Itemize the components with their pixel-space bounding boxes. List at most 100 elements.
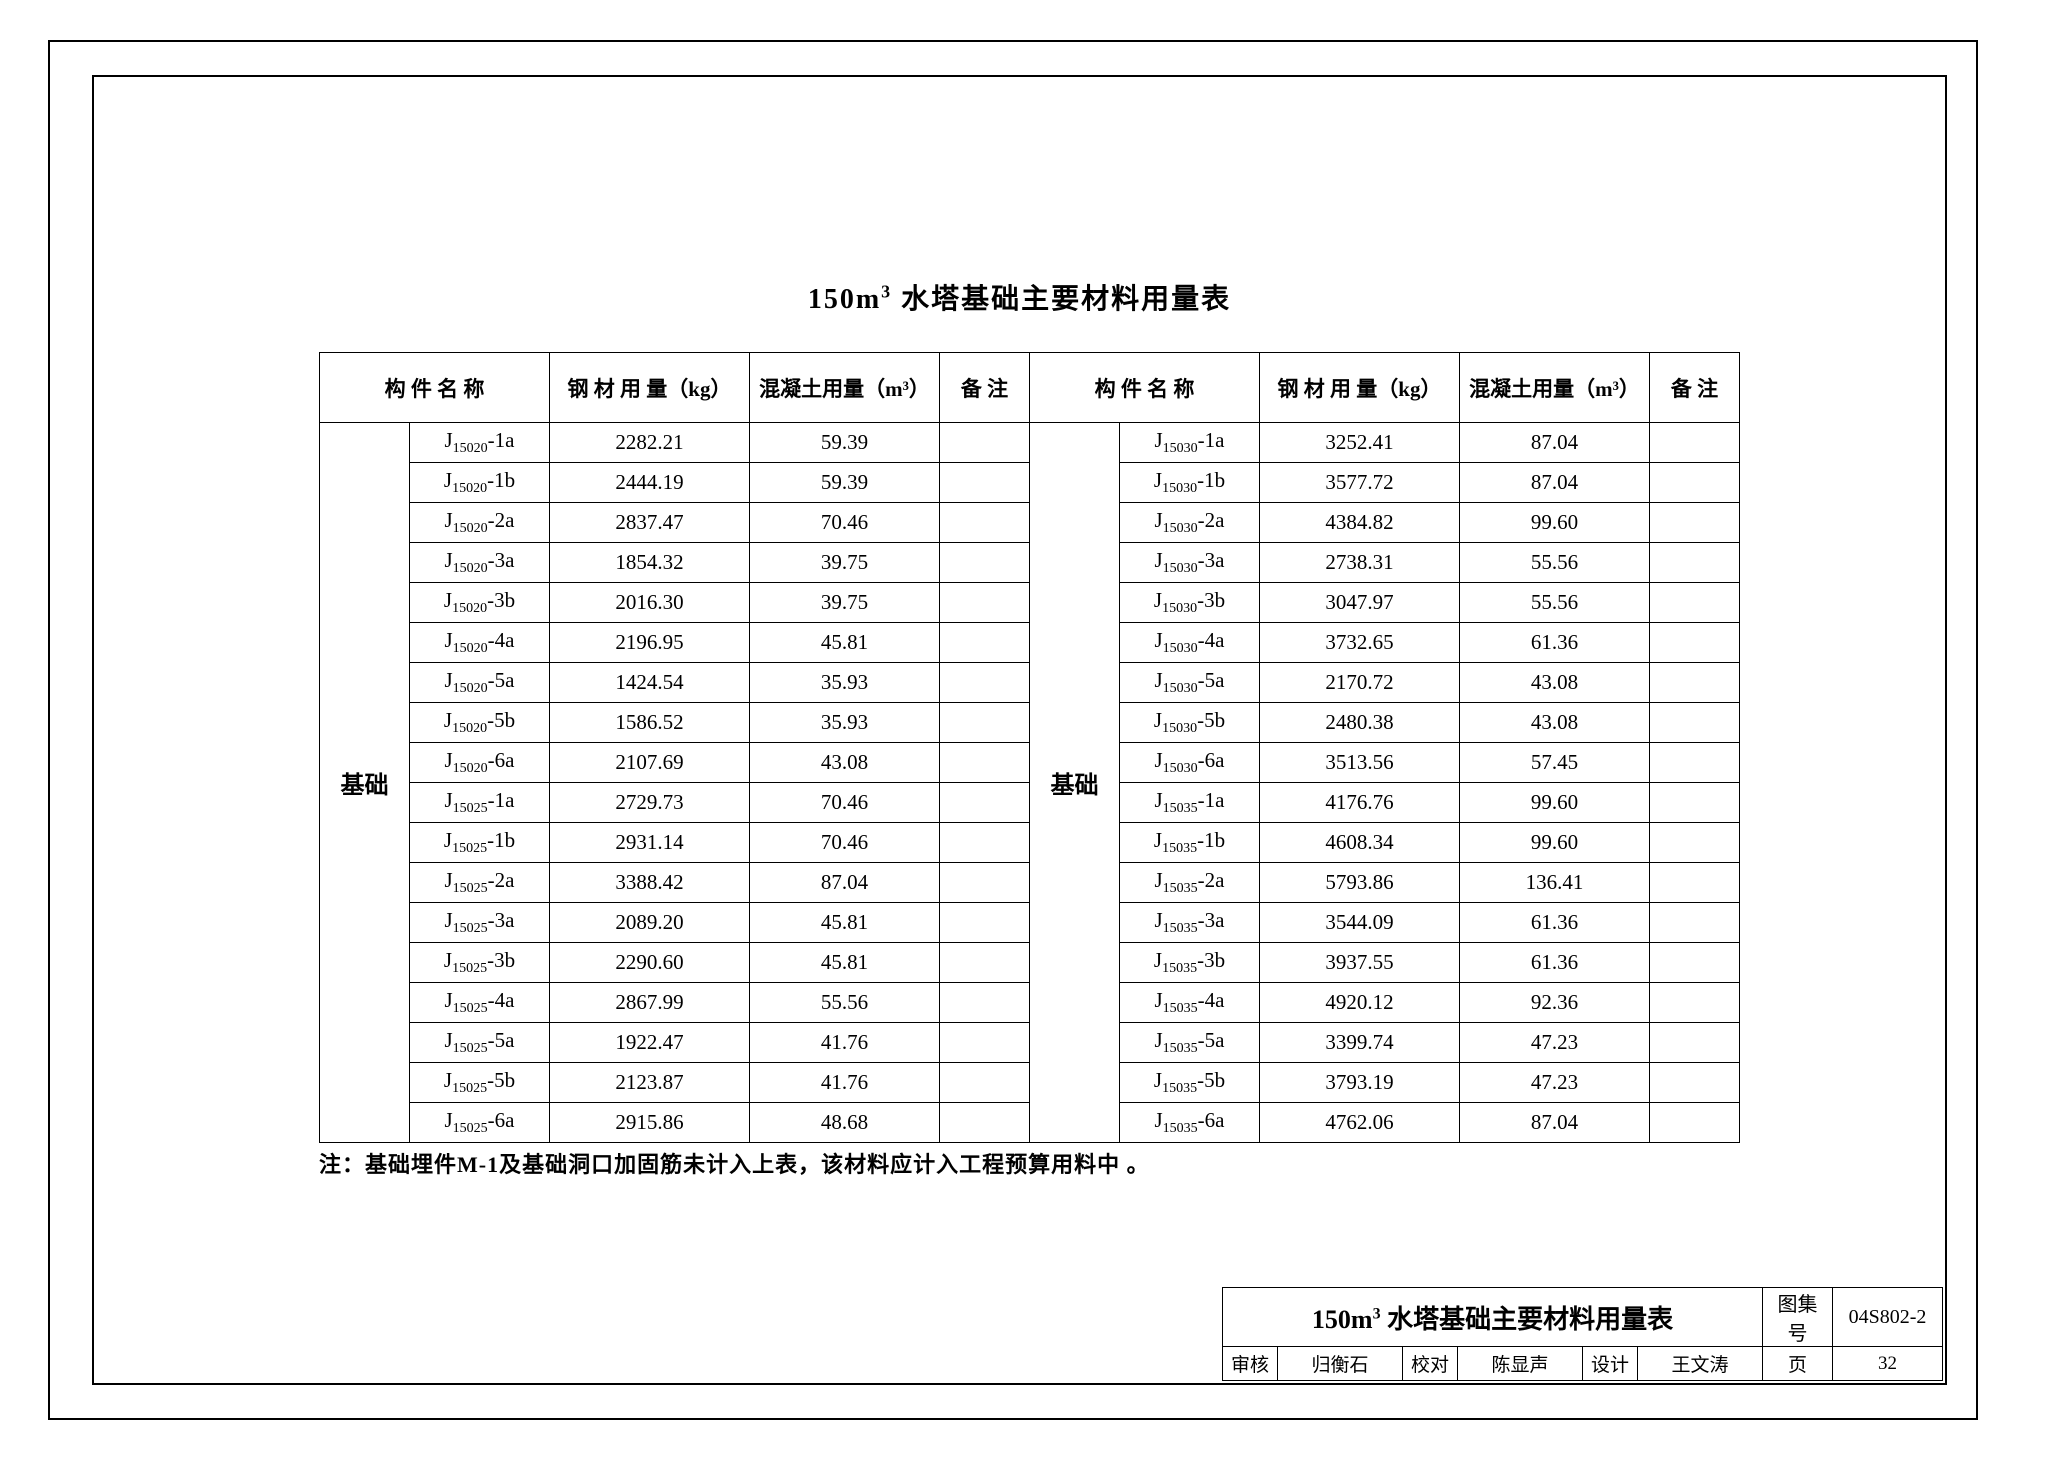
component-code: J15030-3b bbox=[1120, 583, 1260, 623]
note-cell bbox=[940, 423, 1030, 463]
group-label-right: 基础 bbox=[1030, 423, 1120, 1143]
concrete-cell: 41.76 bbox=[750, 1023, 940, 1063]
component-code: J15025-6a bbox=[410, 1103, 550, 1143]
component-code: J15025-5b bbox=[410, 1063, 550, 1103]
component-code: J15035-4a bbox=[1120, 983, 1260, 1023]
concrete-cell: 99.60 bbox=[1460, 823, 1650, 863]
footnote: 注：基础埋件M-1及基础洞口加固筋未计入上表，该材料应计入工程预算用料中 。 bbox=[319, 1147, 1150, 1179]
steel-cell: 5793.86 bbox=[1260, 863, 1460, 903]
component-code: J15025-4a bbox=[410, 983, 550, 1023]
tb-sheji-value: 王文涛 bbox=[1638, 1347, 1763, 1381]
component-code: J15030-3a bbox=[1120, 543, 1260, 583]
note-cell bbox=[940, 1103, 1030, 1143]
th-component-right: 构 件 名 称 bbox=[1030, 353, 1260, 423]
tb-tuji-value: 04S802-2 bbox=[1833, 1288, 1943, 1347]
steel-cell: 3388.42 bbox=[550, 863, 750, 903]
steel-cell: 4920.12 bbox=[1260, 983, 1460, 1023]
note-cell bbox=[1650, 863, 1740, 903]
th-concrete-left: 混凝土用量（m³） bbox=[750, 353, 940, 423]
component-code: J15025-1a bbox=[410, 783, 550, 823]
component-code: J15030-1a bbox=[1120, 423, 1260, 463]
concrete-cell: 55.56 bbox=[1460, 583, 1650, 623]
steel-cell: 2867.99 bbox=[550, 983, 750, 1023]
note-cell bbox=[940, 983, 1030, 1023]
steel-cell: 3252.41 bbox=[1260, 423, 1460, 463]
note-cell bbox=[940, 623, 1030, 663]
th-note-right: 备 注 bbox=[1650, 353, 1740, 423]
tb-page-label: 页 bbox=[1763, 1347, 1833, 1381]
concrete-cell: 57.45 bbox=[1460, 743, 1650, 783]
note-cell bbox=[940, 903, 1030, 943]
component-code: J15035-6a bbox=[1120, 1103, 1260, 1143]
title-pre: 150m bbox=[808, 284, 881, 315]
note-cell bbox=[1650, 543, 1740, 583]
component-code: J15025-5a bbox=[410, 1023, 550, 1063]
concrete-cell: 47.23 bbox=[1460, 1063, 1650, 1103]
note-cell bbox=[940, 823, 1030, 863]
note-cell bbox=[940, 703, 1030, 743]
tb-page-value: 32 bbox=[1833, 1347, 1943, 1381]
tb-title: 150m3 水塔基础主要材料用量表 bbox=[1223, 1288, 1763, 1347]
title-rest: 水塔基础主要材料用量表 bbox=[892, 284, 1231, 315]
component-code: J15025-3a bbox=[410, 903, 550, 943]
concrete-cell: 61.36 bbox=[1460, 903, 1650, 943]
concrete-cell: 39.75 bbox=[750, 543, 940, 583]
note-cell bbox=[1650, 743, 1740, 783]
steel-cell: 2738.31 bbox=[1260, 543, 1460, 583]
steel-cell: 2170.72 bbox=[1260, 663, 1460, 703]
concrete-cell: 87.04 bbox=[1460, 463, 1650, 503]
concrete-cell: 43.08 bbox=[1460, 703, 1650, 743]
component-code: J15020-6a bbox=[410, 743, 550, 783]
tb-shenhe-label: 审核 bbox=[1223, 1347, 1278, 1381]
component-code: J15020-1b bbox=[410, 463, 550, 503]
concrete-cell: 45.81 bbox=[750, 943, 940, 983]
concrete-cell: 39.75 bbox=[750, 583, 940, 623]
concrete-cell: 70.46 bbox=[750, 783, 940, 823]
component-code: J15030-2a bbox=[1120, 503, 1260, 543]
component-code: J15035-5a bbox=[1120, 1023, 1260, 1063]
page-title: 150m3 水塔基础主要材料用量表 bbox=[808, 277, 1231, 317]
steel-cell: 2444.19 bbox=[550, 463, 750, 503]
note-cell bbox=[940, 783, 1030, 823]
note-cell bbox=[1650, 903, 1740, 943]
note-cell bbox=[1650, 423, 1740, 463]
note-cell bbox=[1650, 503, 1740, 543]
component-code: J15030-6a bbox=[1120, 743, 1260, 783]
steel-cell: 4608.34 bbox=[1260, 823, 1460, 863]
note-cell bbox=[1650, 703, 1740, 743]
steel-cell: 2123.87 bbox=[550, 1063, 750, 1103]
note-cell bbox=[1650, 463, 1740, 503]
component-code: J15030-5b bbox=[1120, 703, 1260, 743]
note-cell bbox=[1650, 623, 1740, 663]
component-code: J15030-1b bbox=[1120, 463, 1260, 503]
tb-title-sup: 3 bbox=[1373, 1305, 1381, 1322]
component-code: J15020-3b bbox=[410, 583, 550, 623]
note-cell bbox=[940, 503, 1030, 543]
concrete-cell: 59.39 bbox=[750, 463, 940, 503]
steel-cell: 2915.86 bbox=[550, 1103, 750, 1143]
concrete-cell: 70.46 bbox=[750, 823, 940, 863]
note-cell bbox=[940, 1023, 1030, 1063]
steel-cell: 3732.65 bbox=[1260, 623, 1460, 663]
steel-cell: 2016.30 bbox=[550, 583, 750, 623]
concrete-cell: 87.04 bbox=[1460, 423, 1650, 463]
note-cell bbox=[940, 663, 1030, 703]
steel-cell: 1922.47 bbox=[550, 1023, 750, 1063]
concrete-cell: 45.81 bbox=[750, 623, 940, 663]
component-code: J15020-2a bbox=[410, 503, 550, 543]
th-concrete-right: 混凝土用量（m³） bbox=[1460, 353, 1650, 423]
concrete-cell: 61.36 bbox=[1460, 623, 1650, 663]
note-cell bbox=[1650, 583, 1740, 623]
steel-cell: 4176.76 bbox=[1260, 783, 1460, 823]
concrete-cell: 87.04 bbox=[750, 863, 940, 903]
concrete-cell: 48.68 bbox=[750, 1103, 940, 1143]
component-code: J15035-2a bbox=[1120, 863, 1260, 903]
steel-cell: 3399.74 bbox=[1260, 1023, 1460, 1063]
steel-cell: 3513.56 bbox=[1260, 743, 1460, 783]
component-code: J15025-3b bbox=[410, 943, 550, 983]
note-cell bbox=[1650, 983, 1740, 1023]
steel-cell: 3937.55 bbox=[1260, 943, 1460, 983]
component-code: J15035-5b bbox=[1120, 1063, 1260, 1103]
component-code: J15035-3b bbox=[1120, 943, 1260, 983]
th-component-left: 构 件 名 称 bbox=[320, 353, 550, 423]
